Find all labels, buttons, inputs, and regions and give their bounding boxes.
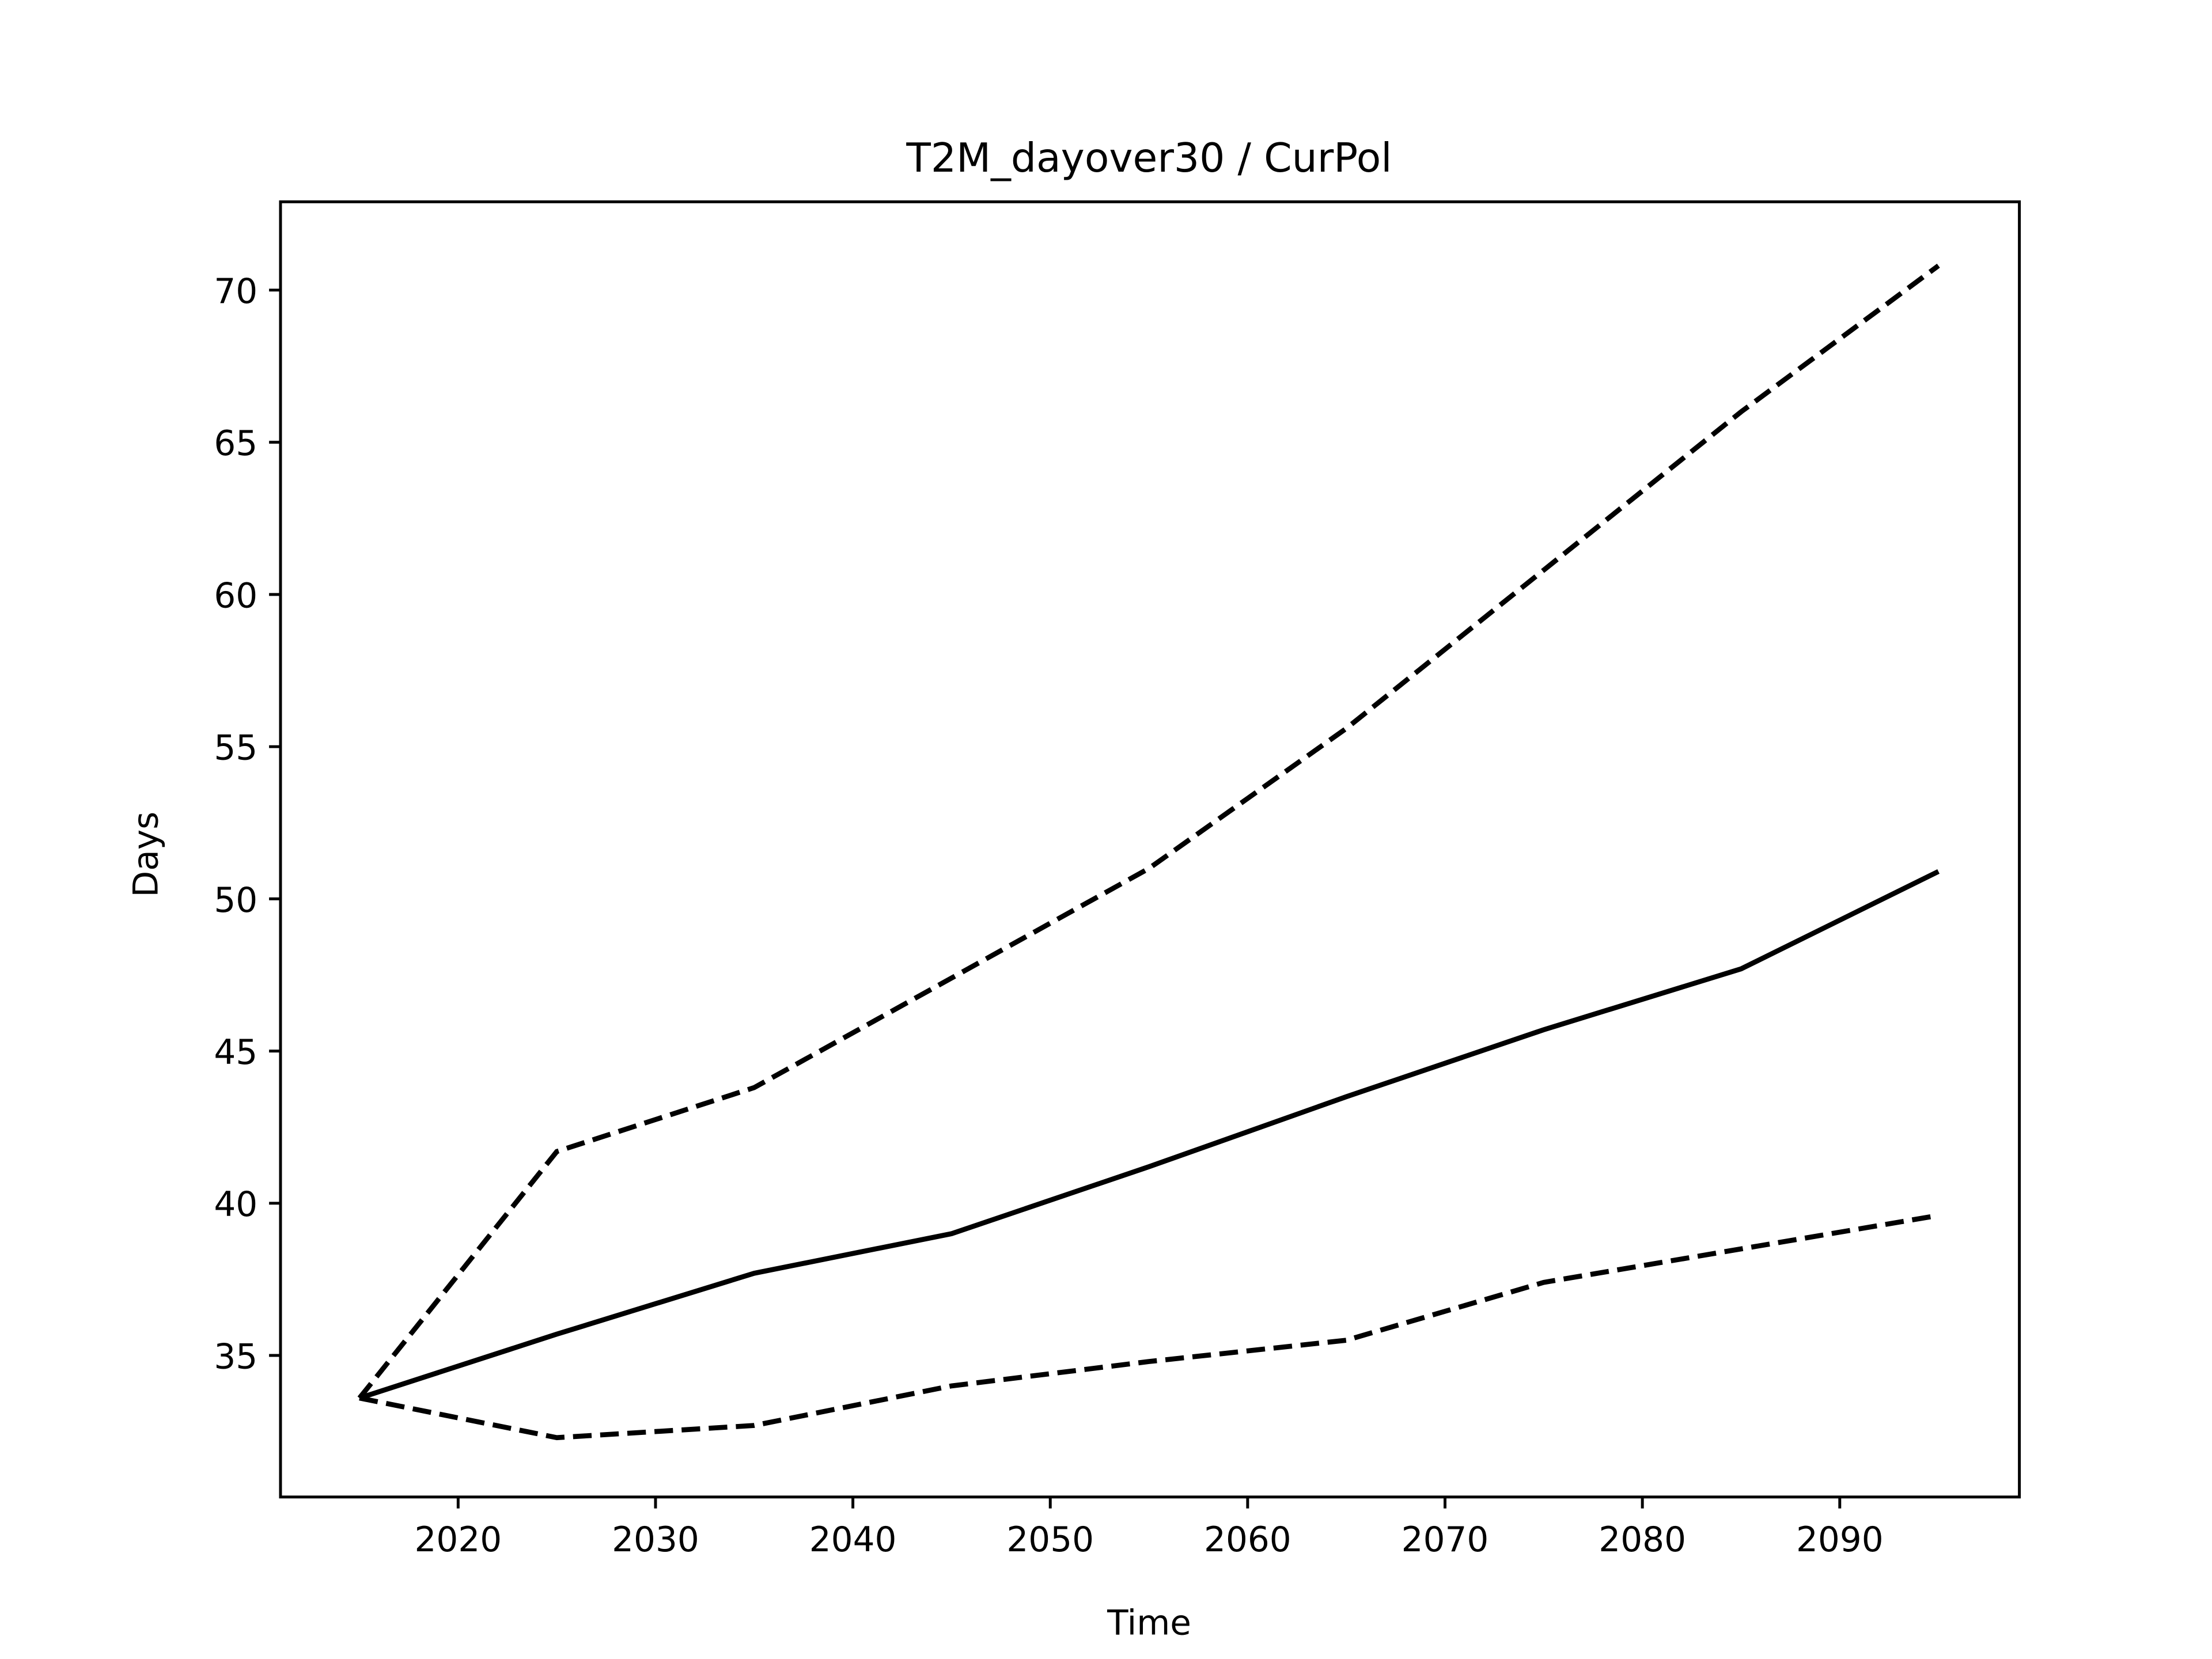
y-tick-label: 70 [214, 272, 257, 312]
y-tick-label: 40 [214, 1185, 257, 1225]
y-tick-label: 45 [214, 1033, 257, 1073]
chart-title: T2M_dayover30 / CurPol [906, 135, 1392, 181]
x-axis-ticks: 2020 2030 2040 2050 2060 2070 2080 2090 [414, 1497, 1884, 1560]
y-tick-label: 65 [214, 424, 257, 464]
x-tick-label: 2030 [612, 1520, 699, 1560]
x-tick-label: 2070 [1402, 1520, 1489, 1560]
y-tick-label: 55 [214, 729, 257, 768]
x-tick-label: 2050 [1006, 1520, 1094, 1560]
y-tick-label: 60 [214, 576, 257, 616]
series-layer [357, 263, 1940, 1441]
x-tick-label: 2040 [809, 1520, 897, 1560]
plot-frame [279, 200, 2021, 1499]
x-tick-label: 2060 [1204, 1520, 1291, 1560]
x-tick-label: 2090 [1796, 1520, 1884, 1560]
y-tick-label: 50 [214, 881, 257, 921]
series-line-3 [359, 1213, 1939, 1441]
x-tick-label: 2020 [414, 1520, 502, 1560]
y-tick-label: 35 [214, 1337, 257, 1377]
series-line-2 [357, 263, 1940, 1400]
x-tick-label: 2080 [1599, 1520, 1686, 1560]
y-axis-ticks: 35 40 45 50 55 60 65 70 [214, 272, 281, 1377]
series-line-1 [358, 869, 1940, 1401]
y-axis-label: Days [126, 812, 166, 897]
x-axis-label: Time [1107, 1603, 1191, 1643]
